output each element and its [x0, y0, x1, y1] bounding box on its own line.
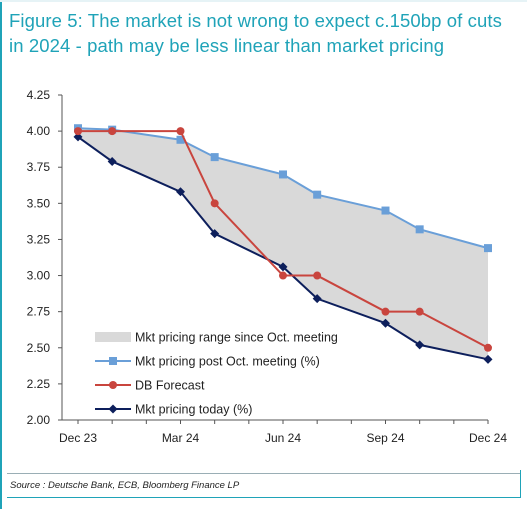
- series-point-db-forecast: [381, 307, 390, 316]
- legend-label-mkt-pricing-post-oct-meeting: Mkt pricing post Oct. meeting (%): [135, 355, 320, 369]
- x-tick-label: Jun 24: [265, 431, 301, 445]
- right-edge-rule: [520, 470, 521, 497]
- legend-label-db-forecast: DB Forecast: [135, 379, 205, 393]
- series-point-mkt-pricing-today: [176, 187, 185, 197]
- series-point-db-forecast: [108, 127, 117, 136]
- series-point-mkt-pricing-post-oct-meeting: [176, 135, 185, 144]
- range-area-layer: [78, 128, 488, 360]
- series-point-mkt-pricing-today: [278, 262, 288, 272]
- y-tick-label: 2.75: [27, 305, 51, 319]
- figure-title: Figure 5: The market is not wrong to exp…: [9, 10, 502, 56]
- series-point-mkt-pricing-today: [483, 354, 493, 364]
- series-point-db-forecast: [415, 307, 424, 316]
- series-point-db-forecast: [176, 127, 185, 136]
- legend-marker-mkt-pricing-post-oct-meeting: [109, 357, 117, 365]
- legend: Mkt pricing range since Oct. meeting Mkt …: [95, 331, 338, 417]
- range-area: [78, 128, 488, 360]
- x-tick-label: Mar 24: [162, 431, 200, 445]
- series-layer: [73, 124, 493, 364]
- y-tick-label: 2.00: [27, 413, 51, 427]
- y-tick-label: 3.00: [27, 269, 51, 283]
- x-tick-label: Dec 24: [469, 431, 507, 445]
- series-point-mkt-pricing-post-oct-meeting: [381, 206, 390, 215]
- series-point-db-forecast: [210, 199, 219, 208]
- y-tick-label: 3.25: [27, 232, 51, 246]
- series-point-mkt-pricing-post-oct-meeting: [415, 225, 424, 234]
- series-point-mkt-pricing-today: [312, 294, 322, 304]
- legend-marker-db-forecast: [109, 381, 117, 389]
- legend-marker-mkt-pricing-today: [108, 404, 118, 414]
- y-tick-label: 2.50: [27, 341, 51, 355]
- series-point-mkt-pricing-today: [107, 156, 117, 166]
- series-point-mkt-pricing-today: [73, 132, 83, 142]
- series-point-mkt-pricing-post-oct-meeting: [484, 244, 492, 253]
- y-tick-label: 3.75: [27, 160, 51, 174]
- y-tick-label: 2.25: [27, 377, 51, 391]
- series-point-mkt-pricing-post-oct-meeting: [313, 190, 322, 199]
- y-tick-label: 3.50: [27, 196, 51, 210]
- legend-swatch-mkt-pricing-range-since-oct-meeting: [95, 332, 131, 342]
- legend-label-mkt-pricing-range-since-oct-meeting: Mkt pricing range since Oct. meeting: [135, 331, 338, 345]
- series-point-db-forecast: [279, 271, 287, 280]
- bottom-rule: [7, 497, 521, 498]
- series-point-mkt-pricing-today: [381, 318, 390, 328]
- source-note: Source : Deutsche Bank, ECB, Bloomberg F…: [10, 480, 240, 491]
- series-point-mkt-pricing-today: [210, 229, 220, 239]
- y-tick-label: 4.25: [27, 88, 51, 102]
- axes: 4.25 4.00 3.75 3.50 3.25 3.00 2.75 2.50 2.25 2.00…: [27, 88, 508, 445]
- frame-accent-left: [0, 0, 2, 509]
- series-point-mkt-pricing-post-oct-meeting: [279, 170, 287, 179]
- x-tick-label: Sep 24: [366, 431, 404, 445]
- series-point-db-forecast: [484, 343, 492, 352]
- series-point-mkt-pricing-today: [415, 340, 425, 350]
- series-point-db-forecast: [74, 127, 82, 136]
- x-tick-label: Dec 23: [59, 431, 97, 445]
- line-chart: 4.25 4.00 3.75 3.50 3.25 3.00 2.75 2.50 2.25 2.00…: [27, 88, 508, 445]
- source-divider: [7, 473, 521, 474]
- series-point-db-forecast: [313, 271, 322, 280]
- legend-label-mkt-pricing-today: Mkt pricing today (%): [135, 403, 252, 417]
- series-point-mkt-pricing-post-oct-meeting: [210, 153, 219, 162]
- frame-accent-top: [0, 0, 527, 2]
- y-tick-label: 4.00: [27, 124, 51, 138]
